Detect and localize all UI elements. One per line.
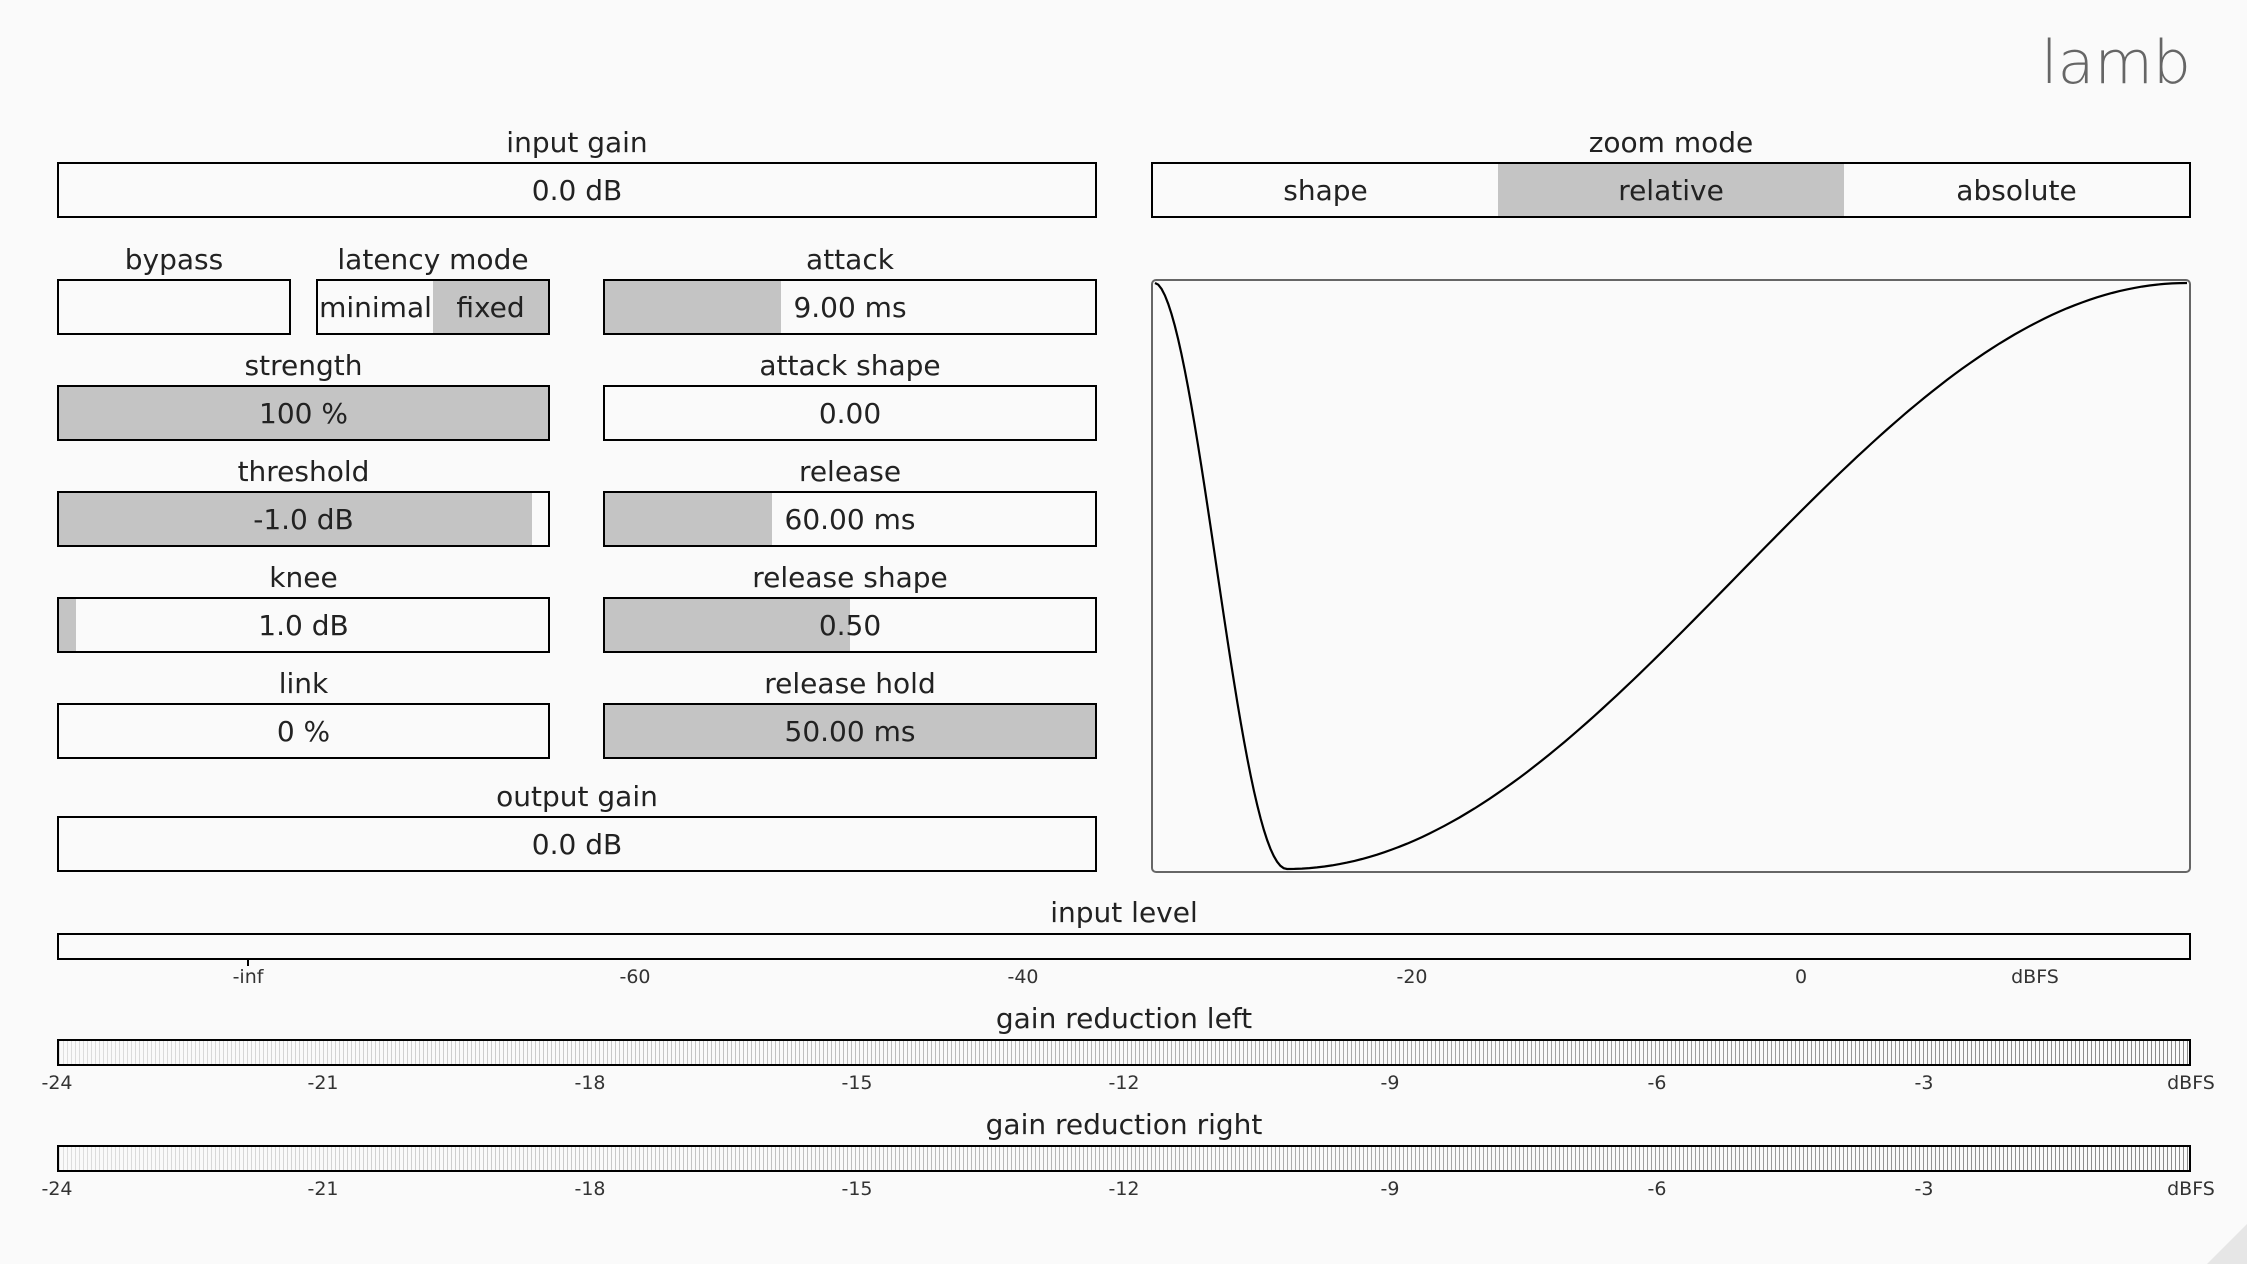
release-value: 60.00 ms: [784, 502, 916, 536]
gain-reduction-right-tick: -9: [1380, 1178, 1400, 1200]
latency-mode-label: latency mode: [337, 243, 529, 276]
link-label: link: [278, 667, 329, 700]
gain-reduction-left-tick: -3: [1914, 1072, 1934, 1094]
output-gain-value: 0.0 dB: [531, 827, 623, 861]
latency-mode-selector: minimal fixed: [316, 279, 550, 335]
attack-shape-slider[interactable]: 0.00: [603, 385, 1097, 441]
input-gain-slider[interactable]: 0.0 dB: [57, 162, 1097, 218]
gain-reduction-left-tick: -9: [1380, 1072, 1400, 1094]
link-value: 0 %: [276, 714, 331, 748]
gain-reduction-right-meter: [57, 1145, 2191, 1172]
input-level-tick: -20: [1396, 966, 1428, 988]
release-shape-fill: [605, 599, 850, 651]
release-hold-value: 50.00 ms: [784, 714, 916, 748]
gain-reduction-right-tick: -15: [841, 1178, 873, 1200]
gain-reduction-right-tick: -24: [41, 1178, 73, 1200]
gain-reduction-left-tick: -21: [307, 1072, 339, 1094]
input-gain-label: input gain: [506, 126, 648, 159]
resize-handle[interactable]: [2207, 1224, 2247, 1264]
link-slider[interactable]: 0 %: [57, 703, 550, 759]
envelope-curve-display: [1151, 279, 2191, 873]
knee-label: knee: [269, 561, 338, 594]
latency-mode-fixed[interactable]: fixed: [433, 281, 548, 333]
gain-reduction-right-label: gain reduction right: [985, 1108, 1263, 1141]
release-fill: [605, 493, 772, 545]
gain-reduction-right-tick: -18: [574, 1178, 606, 1200]
strength-fill: [59, 387, 548, 439]
input-level-tick: 0: [1794, 966, 1808, 988]
release-slider[interactable]: 60.00 ms: [603, 491, 1097, 547]
bypass-label: bypass: [124, 243, 224, 276]
latency-mode-minimal[interactable]: minimal: [319, 290, 432, 324]
attack-fill: [605, 281, 782, 333]
knee-fill: [59, 599, 77, 651]
gain-reduction-right-scale: -24 -21 -18 -15 -12 -9 -6 -3 dBFS: [41, 1178, 2214, 1204]
gain-reduction-left-tick: -24: [41, 1072, 73, 1094]
gain-reduction-left-scale: -24 -21 -18 -15 -12 -9 -6 -3 dBFS: [41, 1072, 2214, 1098]
release-shape-value: 0.50: [818, 608, 882, 642]
gain-reduction-left-tick: -6: [1647, 1072, 1667, 1094]
gain-reduction-right-tick: -6: [1647, 1178, 1667, 1200]
release-hold-label: release hold: [764, 667, 936, 700]
attack-value: 9.00 ms: [793, 290, 907, 324]
gain-reduction-right-tick: dBFS: [2167, 1178, 2215, 1200]
knee-value: 1.0 dB: [258, 608, 349, 642]
bypass-toggle[interactable]: [57, 279, 291, 335]
threshold-label: threshold: [237, 455, 370, 488]
zoom-mode-relative[interactable]: relative: [1498, 164, 1844, 216]
gain-reduction-left-tick: -15: [841, 1072, 873, 1094]
attack-shape-label: attack shape: [759, 349, 941, 382]
threshold-value: -1.0 dB: [253, 502, 354, 536]
gain-reduction-right-tick: -12: [1108, 1178, 1140, 1200]
gain-reduction-left-label: gain reduction left: [995, 1002, 1253, 1035]
zoom-mode-label: zoom mode: [1588, 126, 1754, 159]
gain-reduction-right-tick: -3: [1914, 1178, 1934, 1200]
gain-reduction-right-tick: -21: [307, 1178, 339, 1200]
gain-reduction-left-tick: -12: [1108, 1072, 1140, 1094]
strength-label: strength: [244, 349, 363, 382]
input-level-meter: [57, 933, 2191, 960]
attack-label: attack: [806, 243, 894, 276]
release-hold-fill: [605, 705, 1095, 757]
zoom-mode-absolute[interactable]: absolute: [1956, 173, 2077, 207]
release-label: release: [798, 455, 902, 488]
attack-slider[interactable]: 9.00 ms: [603, 279, 1097, 335]
zoom-mode-selector: shape relative absolute: [1151, 162, 2191, 218]
app-title: lamb: [2041, 28, 2191, 98]
input-level-label: input level: [1050, 896, 1198, 929]
strength-value: 100 %: [259, 396, 348, 430]
threshold-fill: [59, 493, 532, 545]
output-gain-slider[interactable]: 0.0 dB: [57, 816, 1097, 872]
input-level-tick: -inf: [232, 966, 264, 988]
input-level-tick: -40: [1007, 966, 1039, 988]
input-gain-value: 0.0 dB: [531, 173, 623, 207]
zoom-mode-shape[interactable]: shape: [1283, 173, 1368, 207]
release-hold-slider[interactable]: 50.00 ms: [603, 703, 1097, 759]
gain-reduction-left-tick: dBFS: [2167, 1072, 2215, 1094]
input-level-tick: dBFS: [2011, 966, 2059, 988]
gain-reduction-left-tick: -18: [574, 1072, 606, 1094]
knee-slider[interactable]: 1.0 dB: [57, 597, 550, 653]
strength-slider[interactable]: 100 %: [57, 385, 550, 441]
gain-reduction-left-meter: [57, 1039, 2191, 1066]
release-shape-slider[interactable]: 0.50: [603, 597, 1097, 653]
envelope-curve: [1154, 281, 2188, 871]
input-level-tickmark: [247, 960, 249, 966]
release-shape-label: release shape: [752, 561, 948, 594]
input-level-scale: -inf -60 -40 -20 0 dBFS: [57, 960, 2191, 992]
output-gain-label: output gain: [496, 780, 658, 813]
input-level-tick: -60: [619, 966, 651, 988]
attack-shape-value: 0.00: [818, 396, 882, 430]
threshold-slider[interactable]: -1.0 dB: [57, 491, 550, 547]
